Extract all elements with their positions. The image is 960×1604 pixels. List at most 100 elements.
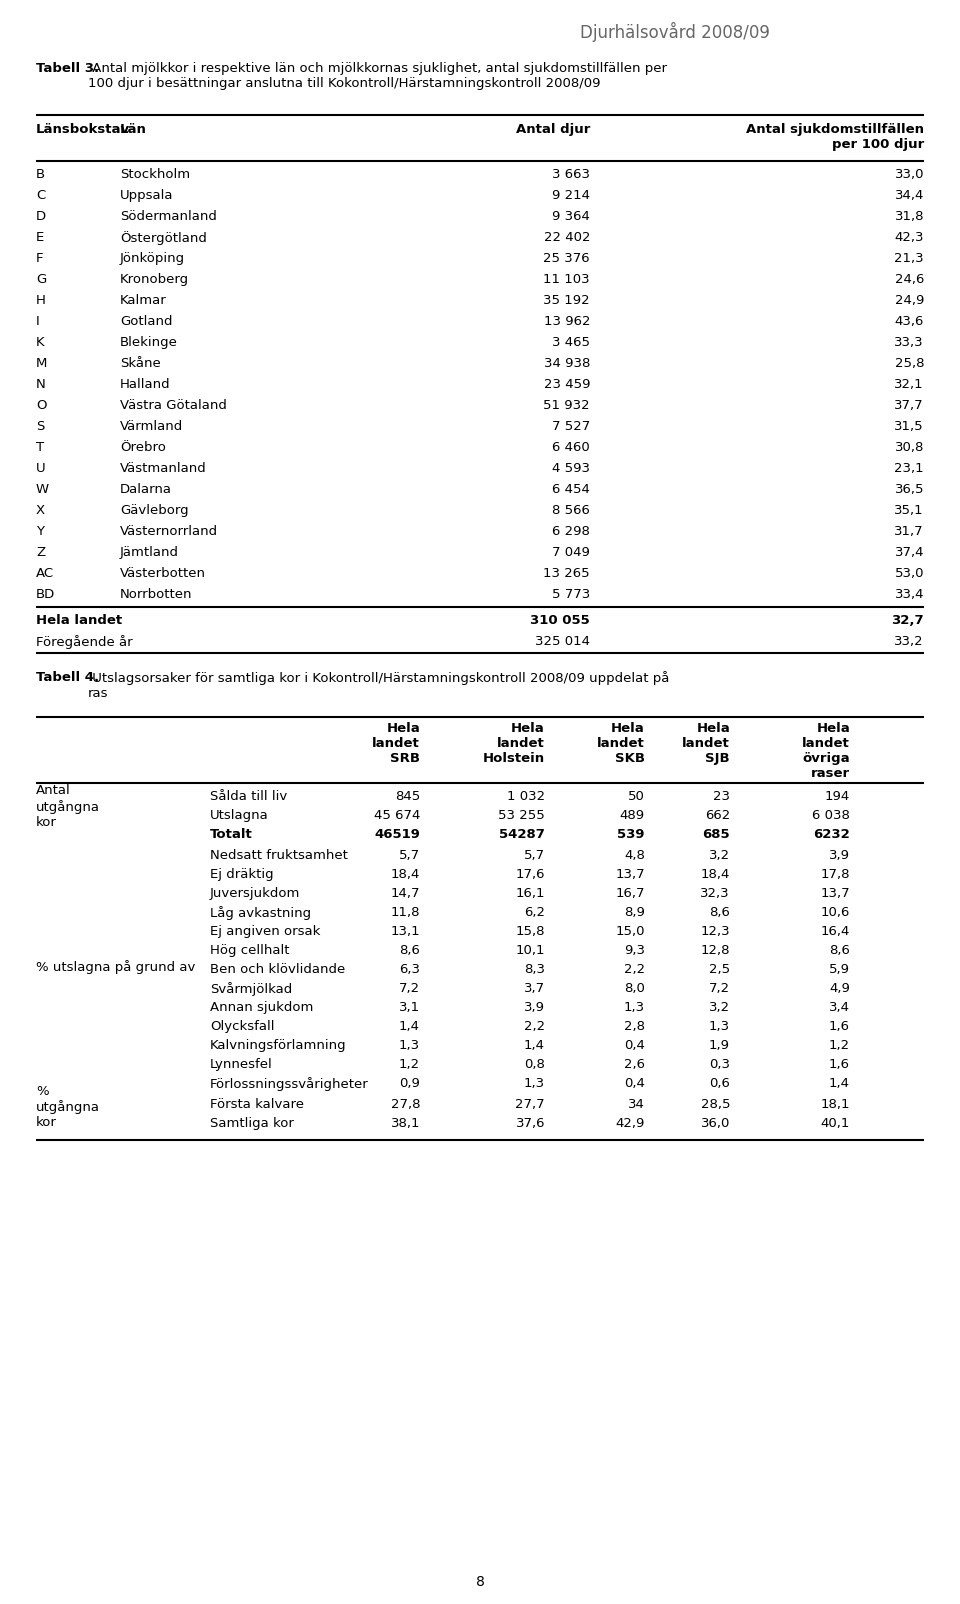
Text: D: D [36, 210, 46, 223]
Text: 11 103: 11 103 [543, 273, 590, 286]
Text: U: U [36, 462, 46, 475]
Text: 31,5: 31,5 [895, 420, 924, 433]
Text: Annan sjukdom: Annan sjukdom [210, 1001, 313, 1014]
Text: 17,6: 17,6 [516, 868, 545, 881]
Text: Hela
landet
övriga
raser: Hela landet övriga raser [803, 722, 850, 780]
Text: 1,2: 1,2 [398, 1059, 420, 1071]
Text: 10,1: 10,1 [516, 945, 545, 958]
Text: 7,2: 7,2 [708, 982, 730, 994]
Text: 8,0: 8,0 [624, 982, 645, 994]
Text: Lynnesfel: Lynnesfel [210, 1059, 273, 1071]
Text: Västernorrland: Västernorrland [120, 525, 218, 537]
Text: 310 055: 310 055 [530, 614, 590, 627]
Text: 6 298: 6 298 [552, 525, 590, 537]
Text: Förlossningssvårigheter: Förlossningssvårigheter [210, 1076, 369, 1091]
Text: 46519: 46519 [374, 828, 420, 840]
Text: 3,2: 3,2 [708, 849, 730, 861]
Text: Västmanland: Västmanland [120, 462, 206, 475]
Text: 0,3: 0,3 [709, 1059, 730, 1071]
Text: Gävleborg: Gävleborg [120, 504, 188, 516]
Text: 8 566: 8 566 [552, 504, 590, 516]
Text: Hög cellhalt: Hög cellhalt [210, 945, 290, 958]
Text: Juversjukdom: Juversjukdom [210, 887, 300, 900]
Text: 8,9: 8,9 [624, 906, 645, 919]
Text: M: M [36, 358, 47, 371]
Text: Stockholm: Stockholm [120, 168, 190, 181]
Text: 6,3: 6,3 [399, 962, 420, 975]
Text: 43,6: 43,6 [895, 314, 924, 327]
Text: Ben och klövlidande: Ben och klövlidande [210, 962, 346, 975]
Text: 13,7: 13,7 [821, 887, 850, 900]
Text: Tabell 3.: Tabell 3. [36, 63, 99, 75]
Text: 51 932: 51 932 [543, 399, 590, 412]
Text: BD: BD [36, 589, 56, 602]
Text: I: I [36, 314, 39, 327]
Text: 45 674: 45 674 [373, 808, 420, 821]
Text: Jämtland: Jämtland [120, 545, 179, 560]
Text: 6,2: 6,2 [524, 906, 545, 919]
Text: Dalarna: Dalarna [120, 483, 172, 496]
Text: 25 376: 25 376 [543, 252, 590, 265]
Text: 36,5: 36,5 [895, 483, 924, 496]
Text: 0,4: 0,4 [624, 1039, 645, 1052]
Text: 7 527: 7 527 [552, 420, 590, 433]
Text: 27,7: 27,7 [516, 1099, 545, 1112]
Text: 22 402: 22 402 [543, 231, 590, 244]
Text: Värmland: Värmland [120, 420, 183, 433]
Text: Hela landet: Hela landet [36, 614, 122, 627]
Text: 1,2: 1,2 [828, 1039, 850, 1052]
Text: 33,2: 33,2 [895, 635, 924, 648]
Text: S: S [36, 420, 44, 433]
Text: 12,8: 12,8 [701, 945, 730, 958]
Text: 13 265: 13 265 [543, 566, 590, 581]
Text: 0,9: 0,9 [399, 1076, 420, 1091]
Text: Skåne: Skåne [120, 358, 160, 371]
Text: 54287: 54287 [499, 828, 545, 840]
Text: Djurhälsovård 2008/09: Djurhälsovård 2008/09 [580, 22, 770, 42]
Text: 539: 539 [617, 828, 645, 840]
Text: 1 032: 1 032 [507, 791, 545, 804]
Text: 24,6: 24,6 [895, 273, 924, 286]
Text: 7,2: 7,2 [398, 982, 420, 994]
Text: %
utgångna
kor: % utgångna kor [36, 1084, 100, 1129]
Text: 5 773: 5 773 [552, 589, 590, 602]
Text: 662: 662 [705, 808, 730, 821]
Text: Hela
landet
SKB: Hela landet SKB [597, 722, 645, 765]
Text: N: N [36, 379, 46, 391]
Text: E: E [36, 231, 44, 244]
Text: Låg avkastning: Låg avkastning [210, 906, 311, 921]
Text: 10,6: 10,6 [821, 906, 850, 919]
Text: Olycksfall: Olycksfall [210, 1020, 275, 1033]
Text: 1,3: 1,3 [624, 1001, 645, 1014]
Text: 8: 8 [475, 1575, 485, 1590]
Text: 14,7: 14,7 [391, 887, 420, 900]
Text: 31,8: 31,8 [895, 210, 924, 223]
Text: 6 038: 6 038 [812, 808, 850, 821]
Text: Y: Y [36, 525, 44, 537]
Text: Antal sjukdomstillfällen
per 100 djur: Antal sjukdomstillfällen per 100 djur [746, 124, 924, 151]
Text: 30,8: 30,8 [895, 441, 924, 454]
Text: Södermanland: Södermanland [120, 210, 217, 223]
Text: 2,5: 2,5 [708, 962, 730, 975]
Text: Antal mjölkkor i respektive län och mjölkkornas sjuklighet, antal sjukdomstillfä: Antal mjölkkor i respektive län och mjöl… [88, 63, 667, 90]
Text: Totalt: Totalt [210, 828, 252, 840]
Text: 15,0: 15,0 [615, 926, 645, 938]
Text: C: C [36, 189, 45, 202]
Text: 13 962: 13 962 [543, 314, 590, 327]
Text: Län: Län [120, 124, 147, 136]
Text: 13,1: 13,1 [391, 926, 420, 938]
Text: 1,6: 1,6 [829, 1059, 850, 1071]
Text: 16,7: 16,7 [615, 887, 645, 900]
Text: Kronoberg: Kronoberg [120, 273, 189, 286]
Text: 2,2: 2,2 [624, 962, 645, 975]
Text: 35,1: 35,1 [895, 504, 924, 516]
Text: 18,4: 18,4 [701, 868, 730, 881]
Text: B: B [36, 168, 45, 181]
Text: Jönköping: Jönköping [120, 252, 185, 265]
Text: 23 459: 23 459 [543, 379, 590, 391]
Text: Halland: Halland [120, 379, 171, 391]
Text: Ej dräktig: Ej dräktig [210, 868, 274, 881]
Text: Föregående år: Föregående år [36, 635, 132, 650]
Text: 21,3: 21,3 [895, 252, 924, 265]
Text: 25,8: 25,8 [895, 358, 924, 371]
